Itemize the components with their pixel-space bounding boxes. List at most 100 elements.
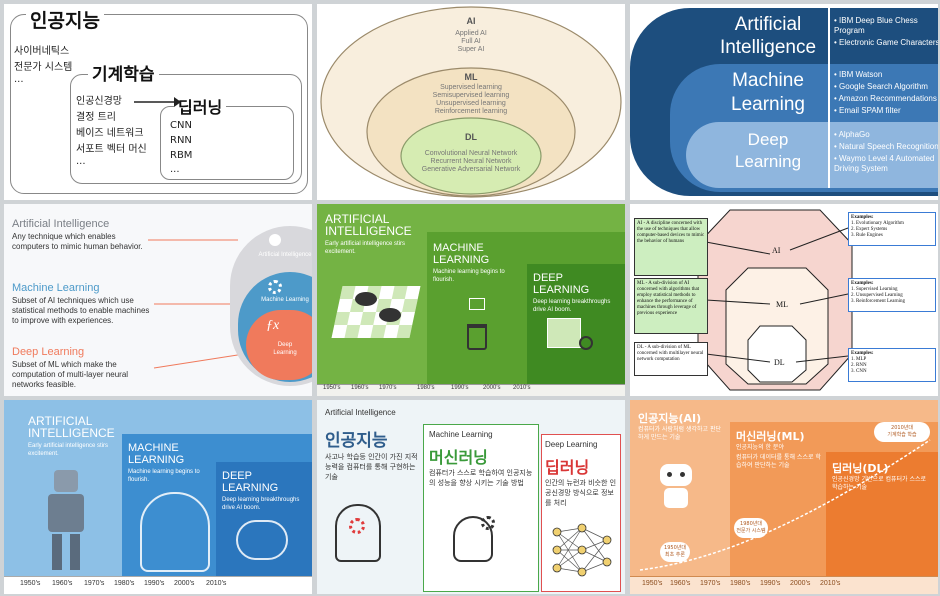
octagon-diagram	[697, 209, 853, 391]
dl-definition-text: DL - A sub-division of ML concerned with…	[637, 345, 704, 362]
growth-curve	[639, 439, 931, 571]
decade-3: 1980's	[417, 385, 435, 391]
bulb-icon	[269, 234, 281, 246]
ml-title-2: LEARNING	[433, 254, 490, 266]
ml-example-0: 1. Supervised Learning	[851, 287, 898, 292]
tile-blue-nested-bands: Artificial Intelligence Machine Learning…	[630, 4, 938, 200]
ml-description-1: 인공지능의 한 분야	[736, 444, 784, 451]
gear-small-icon	[481, 516, 495, 530]
dl-description: 인공신경망 기반으로 컴퓨터가 스스로 학습하는 기술	[832, 476, 927, 491]
decade-6: 2010's	[820, 580, 841, 587]
ml-examples-box: Examples: 1. Supervised Learning 2. Unsu…	[848, 278, 936, 312]
dl-item-0: Convolutional Neural Network	[424, 150, 518, 157]
dl-example-2: • Waymo Level 4 Automated Driving System	[834, 154, 935, 173]
dl-heading: Deep Learning	[545, 440, 598, 449]
ml-item-2: 베이즈 네트워크	[76, 128, 144, 139]
badge-2010s-sub: 기계학습 학습	[887, 432, 917, 438]
tile-korean-three-panels: Artificial Intelligence 인공지능 사고나 학습등 인간이…	[317, 400, 625, 594]
ai-description: Any technique which enables computers to…	[12, 232, 143, 251]
dl-title-2: LEARNING	[222, 482, 279, 494]
trash-can-icon	[467, 324, 487, 350]
dl-item-1: RNN	[170, 135, 192, 146]
ml-heading: Machine Learning	[12, 282, 100, 294]
ai-title-2: INTELLIGENCE	[28, 426, 115, 440]
decade-4: 1990's	[760, 580, 781, 587]
decade-5: 2000's	[790, 580, 811, 587]
ml-heading: Machine Learning	[429, 430, 493, 439]
ai-examples-heading: Examples:	[851, 215, 874, 220]
ai-title: 인공지능(AI)	[638, 412, 702, 425]
timeline-axis	[317, 384, 625, 396]
ml-example-1: 2. Unsupervised Learning	[851, 293, 903, 298]
ai-item-1: 전문가 시스템	[14, 62, 73, 73]
ml-item-3: 서포트 벡터 머신	[76, 144, 147, 155]
decade-6: 2010's	[206, 580, 227, 587]
dl-item-0: CNN	[170, 120, 192, 131]
ml-title: 머신러닝	[429, 448, 488, 467]
tile-octagon-diagram: AI - A discipline concerned with the use…	[630, 204, 938, 396]
dl-subtitle: Deep learning breakthroughs drive AI boo…	[222, 497, 300, 511]
ml-title: 머신러닝(ML)	[736, 430, 805, 443]
ai-example-1: 2. Expert Systems	[851, 227, 888, 232]
ml-panel	[423, 424, 539, 592]
dl-heading: Deep Learning	[12, 346, 85, 358]
dl-description: 인간의 뉴런과 비슷한 인공신경망 방식으로 정보를 처리	[545, 479, 617, 507]
gear-icon	[268, 280, 282, 294]
dl-definition-box: DL - A sub-division of ML concerned with…	[634, 342, 708, 376]
ai-title: 인공지능	[26, 6, 104, 33]
dl-item-3: ...	[170, 164, 180, 175]
ai-examples-box: Examples: 1. Evolutionary Algorithm 2. E…	[848, 212, 936, 246]
tile-ai-ml-dl-korean-boxes: 인공지능 사이버네틱스 전문가 시스템 ... 기계학습 인공신경망 결정 트리…	[4, 4, 312, 200]
dl-box	[160, 106, 294, 180]
decade-5: 2000's	[174, 580, 195, 587]
dl-example-2: 3. CNN	[851, 369, 867, 374]
dl-item-2: RBM	[170, 150, 193, 161]
ml-title: 기계학습	[88, 60, 159, 85]
tile-nested-ellipses: AI Applied AI Full AI Super AI ML Superv…	[317, 4, 625, 200]
ml-title-1: MACHINE	[128, 442, 179, 454]
dl-label: DL	[774, 358, 785, 367]
dl-title: 딥러닝	[174, 94, 227, 118]
decade-4: 1990's	[451, 385, 469, 391]
decade-4: 1990's	[144, 580, 165, 587]
timeline-axis	[4, 576, 312, 594]
decade-0: 1950's	[20, 580, 41, 587]
ai-box	[10, 14, 308, 194]
ml-description: Subset of AI techniques which use statis…	[12, 296, 150, 325]
dl-title-1: DEEP	[533, 272, 563, 284]
badge-1980s-label: 1980년대	[740, 521, 762, 527]
decade-2: 1970's	[84, 580, 105, 587]
ml-title-line-1: Machine	[732, 70, 804, 91]
dl-example-1: 2. RNN	[851, 363, 867, 368]
ml-example-2: • Amazon Recommendations	[834, 94, 937, 103]
ai-example-0: • IBM Deep Blue Chess Program	[834, 16, 918, 35]
badge-2010s: 2010년대 기계학습 학습	[874, 422, 930, 442]
ai-title-line-1: Artificial	[734, 14, 802, 35]
ai-item-2: ...	[14, 74, 24, 85]
timeline-axis	[630, 576, 938, 594]
ml-definition-text: ML - A sub-division of AI concerned with…	[637, 281, 700, 316]
ai-divider	[828, 8, 830, 64]
ml-description-2: 컴퓨터가 데이터를 통해 스스로 학습하여 판단하는 기술	[736, 454, 821, 469]
ai-subtitle: Early artificial intelligence stirs exci…	[28, 443, 109, 457]
function-icon: ƒx	[266, 318, 280, 333]
dl-title-line-2: Learning	[734, 152, 802, 171]
ml-title-2: LEARNING	[128, 454, 185, 466]
dl-title: 딥러닝(DL)	[832, 462, 889, 475]
dl-example-1: • Natural Speech Recognition	[834, 142, 938, 151]
decade-5: 2000's	[483, 385, 501, 391]
decade-0: 1950's	[642, 580, 663, 587]
ai-example-0: 1. Evolutionary Algorithm	[851, 221, 904, 226]
email-icon	[469, 298, 485, 310]
ml-item-1: 결정 트리	[76, 112, 116, 123]
ai-item-2: Super AI	[457, 46, 485, 53]
circle-dl-label-1: Deep	[277, 342, 293, 348]
brain-head-icon	[140, 492, 210, 572]
tile-blue-timeline: ARTIFICIAL INTELLIGENCE Early artificial…	[4, 400, 312, 594]
ai-example-1: • Electronic Game Characters (Sims)	[834, 38, 938, 47]
dl-description: Subset of ML which make the computation …	[12, 360, 129, 389]
dl-title: 딥러닝	[545, 458, 590, 477]
ml-title-1: MACHINE	[433, 242, 484, 254]
circle-ml-label: Machine Learning	[261, 297, 309, 303]
decade-1: 1960's	[52, 580, 73, 587]
